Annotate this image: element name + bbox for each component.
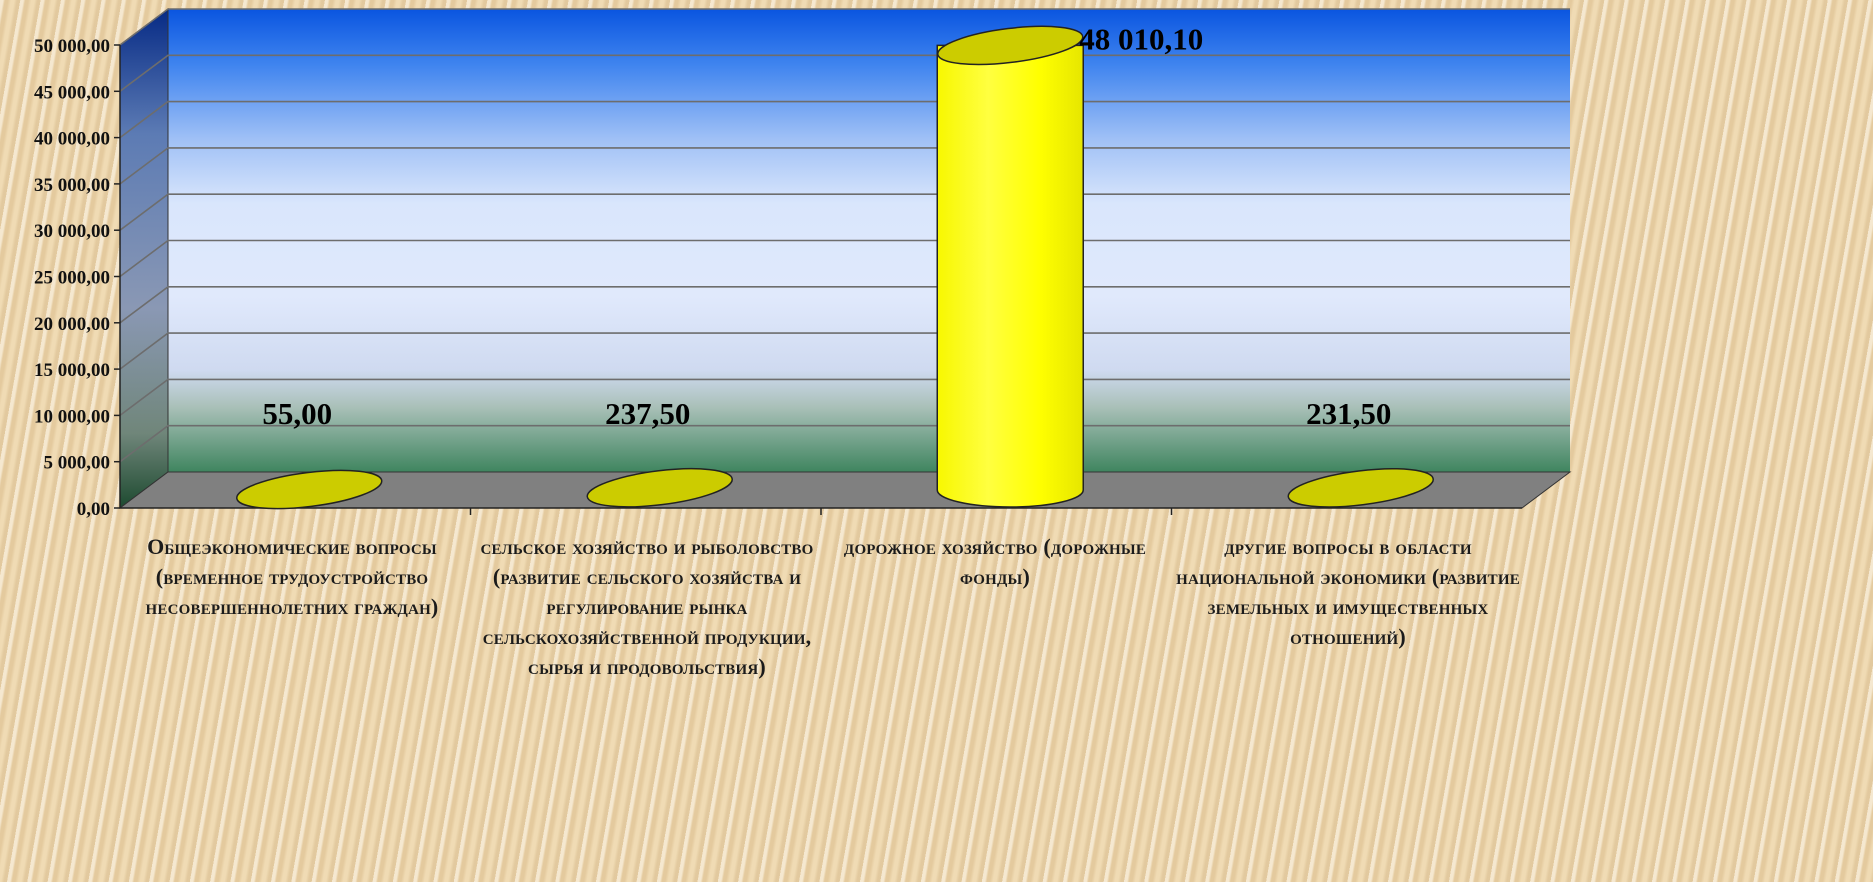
y-tick-label: 30 000,00 xyxy=(34,221,110,242)
category-label-1: сельское хозяйство и рыболовство (развит… xyxy=(480,534,814,679)
y-tick-label: 0,00 xyxy=(77,499,110,520)
gridline xyxy=(119,332,1570,370)
data-label: 48 010,10 xyxy=(1079,21,1203,56)
y-axis: 0,00 5 000,00 10 000,00 15 000,00 20 000,00 2… xyxy=(34,36,1522,520)
category-label-3: другие вопросы в области национальной эк… xyxy=(1176,534,1520,649)
gridline xyxy=(119,147,1570,185)
gridline xyxy=(119,193,1570,231)
gridline xyxy=(119,100,1570,139)
category-label-2: дорожное хозяйство (дорожные фонды) xyxy=(843,534,1147,589)
bar xyxy=(1287,468,1434,508)
gridline xyxy=(119,239,1570,278)
bar-body xyxy=(936,44,1084,508)
gridline xyxy=(119,54,1570,92)
y-tick-label: 50 000,00 xyxy=(34,36,110,57)
bar xyxy=(936,25,1084,508)
category-label-0: Общеэкономические вопросы (временное тру… xyxy=(145,534,439,619)
y-tick-label: 20 000,00 xyxy=(34,314,110,335)
y-tick-label: 5 000,00 xyxy=(44,453,111,474)
y-tick-label: 45 000,00 xyxy=(34,82,110,103)
gridlines xyxy=(119,8,1570,463)
y-tick-label: 15 000,00 xyxy=(34,360,110,381)
gridline xyxy=(119,285,1570,324)
bar-top xyxy=(937,25,1084,66)
bar-top xyxy=(236,469,383,510)
data-label: 55,00 xyxy=(262,396,332,431)
bar xyxy=(236,469,383,510)
data-labels: 55,00 237,50 48 010,10 231,50 xyxy=(262,21,1391,431)
y-tick-label: 40 000,00 xyxy=(34,129,110,150)
y-tick-label: 25 000,00 xyxy=(34,268,110,289)
gridline xyxy=(119,378,1570,417)
chart-frame xyxy=(118,8,1572,509)
bar xyxy=(586,467,733,508)
data-label: 231,50 xyxy=(1306,396,1391,431)
bars xyxy=(236,25,1434,510)
gridline xyxy=(119,8,1570,46)
gridline xyxy=(119,424,1570,463)
y-tick-label: 35 000,00 xyxy=(34,175,110,196)
bar-top xyxy=(1287,468,1434,508)
bar-top xyxy=(586,467,733,508)
data-label: 237,50 xyxy=(605,396,690,431)
y-tick-label: 10 000,00 xyxy=(34,406,110,427)
